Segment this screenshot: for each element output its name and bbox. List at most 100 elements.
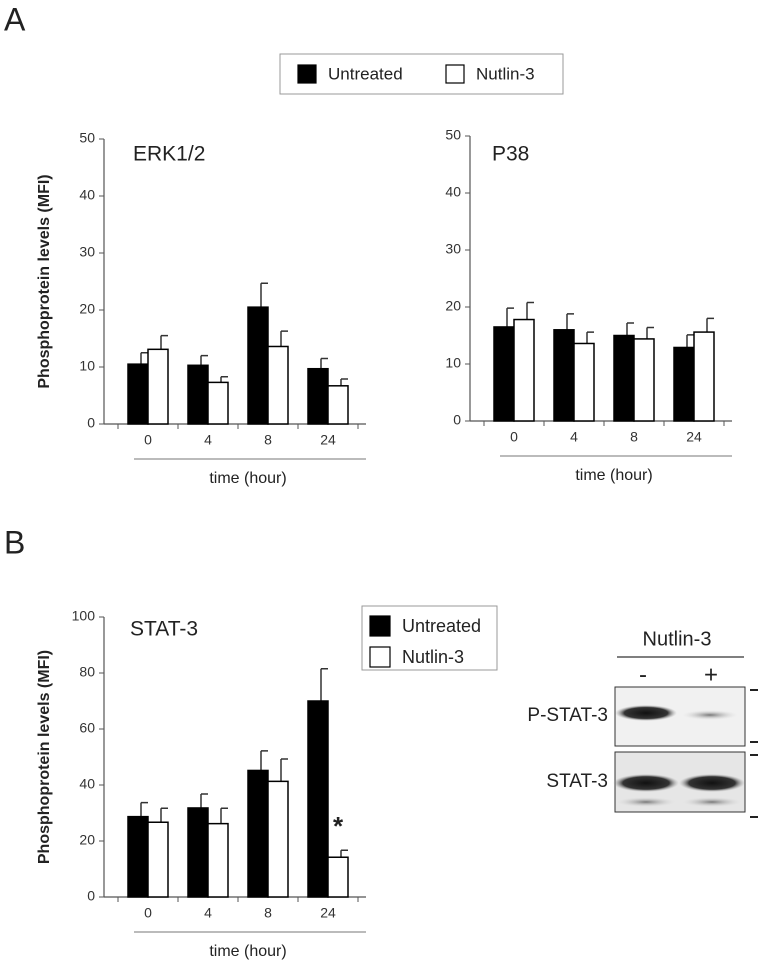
blot-title: Nutlin-3	[643, 628, 712, 650]
bar	[553, 329, 575, 422]
error-bar	[140, 352, 148, 365]
x-tick-label: 24	[686, 429, 702, 445]
legend-swatch	[369, 646, 391, 668]
error-bar	[340, 378, 348, 386]
lane-label: +	[704, 661, 718, 688]
x-tick-label: 0	[144, 905, 152, 921]
panel-label: B	[4, 524, 25, 560]
y-tick-label: 20	[445, 298, 461, 314]
y-tick-label: 0	[87, 415, 95, 431]
x-axis-label: time (hour)	[209, 470, 286, 487]
blot-band	[616, 797, 676, 807]
y-axis-label: Phosphoprotein levels (MFI)	[36, 650, 53, 864]
bar	[247, 769, 269, 898]
y-tick-label: 0	[87, 888, 95, 904]
error-bar	[340, 849, 348, 858]
y-tick-label: 40	[79, 187, 95, 203]
legend-swatch	[297, 64, 317, 84]
error-bar	[200, 354, 208, 366]
x-tick-label: 24	[320, 432, 336, 448]
row-label: STAT-3	[546, 771, 608, 792]
y-tick-label: 50	[79, 130, 95, 146]
legend-label: Nutlin-3	[476, 64, 535, 83]
bar	[147, 348, 169, 425]
bar	[207, 381, 229, 425]
x-tick-label: 8	[630, 429, 638, 445]
chart-title: STAT-3	[130, 618, 198, 641]
legend-label: Untreated	[402, 616, 481, 636]
y-tick-label: 40	[445, 184, 461, 200]
legend-swatch	[445, 64, 465, 84]
error-bar	[586, 331, 594, 344]
error-bar	[160, 807, 168, 823]
error-bar	[200, 793, 208, 808]
error-bar	[260, 750, 268, 771]
error-bar	[320, 357, 328, 369]
bar	[247, 306, 269, 425]
bar	[147, 821, 169, 898]
bar	[307, 367, 329, 425]
y-tick-label: 30	[445, 241, 461, 257]
error-bar	[566, 313, 574, 330]
y-tick-label: 100	[72, 608, 96, 624]
error-bar	[526, 301, 534, 320]
lane-label: -	[639, 661, 647, 688]
error-bar	[160, 334, 168, 350]
bar	[127, 815, 149, 898]
error-bar	[140, 801, 148, 817]
legend-swatch	[369, 615, 391, 637]
bar	[267, 780, 289, 898]
error-bar	[220, 375, 228, 383]
error-bar	[686, 334, 694, 348]
bar	[307, 700, 329, 898]
bar	[127, 363, 149, 425]
bar	[267, 345, 289, 425]
legend-box	[279, 53, 564, 95]
x-tick-label: 0	[510, 429, 518, 445]
x-axis-label: time (hour)	[209, 943, 286, 960]
error-bar	[646, 326, 654, 339]
y-axis-label: Phosphoprotein levels (MFI)	[36, 174, 53, 388]
annotation: *	[333, 811, 344, 841]
bar	[327, 856, 349, 898]
error-bar	[320, 668, 328, 701]
x-tick-label: 24	[320, 905, 336, 921]
x-tick-label: 4	[570, 429, 578, 445]
bar	[573, 342, 595, 422]
error-bar	[280, 758, 288, 782]
error-bar	[706, 317, 714, 333]
error-bar	[626, 322, 634, 336]
bar	[693, 331, 715, 422]
x-tick-label: 4	[204, 432, 212, 448]
y-tick-label: 20	[79, 301, 95, 317]
blot-band	[615, 705, 677, 721]
x-tick-label: 8	[264, 905, 272, 921]
error-bar	[506, 307, 514, 327]
blot-band	[682, 797, 742, 807]
y-tick-label: 50	[445, 127, 461, 143]
blot-band	[682, 710, 738, 720]
western-blot: Nutlin-3 - + P-STAT-3 STAT-3	[527, 628, 758, 818]
bar	[633, 338, 655, 422]
chart-title: ERK1/2	[133, 143, 205, 166]
y-tick-label: 40	[79, 776, 95, 792]
panel-label: A	[4, 1, 26, 37]
legend-label: Nutlin-3	[402, 647, 464, 667]
y-tick-label: 10	[445, 355, 461, 371]
blot-band	[613, 774, 679, 792]
bar	[187, 364, 209, 425]
chart-title: P38	[492, 143, 529, 166]
legend-label: Untreated	[328, 64, 403, 83]
bar	[207, 822, 229, 898]
row-label: P-STAT-3	[527, 705, 608, 726]
blot-band	[679, 774, 745, 792]
x-tick-label: 0	[144, 432, 152, 448]
bar	[613, 334, 635, 422]
error-bar	[280, 330, 288, 347]
y-tick-label: 10	[79, 358, 95, 374]
bar	[513, 318, 535, 422]
error-bar	[220, 807, 228, 824]
bar	[327, 385, 349, 425]
y-tick-label: 60	[79, 720, 95, 736]
